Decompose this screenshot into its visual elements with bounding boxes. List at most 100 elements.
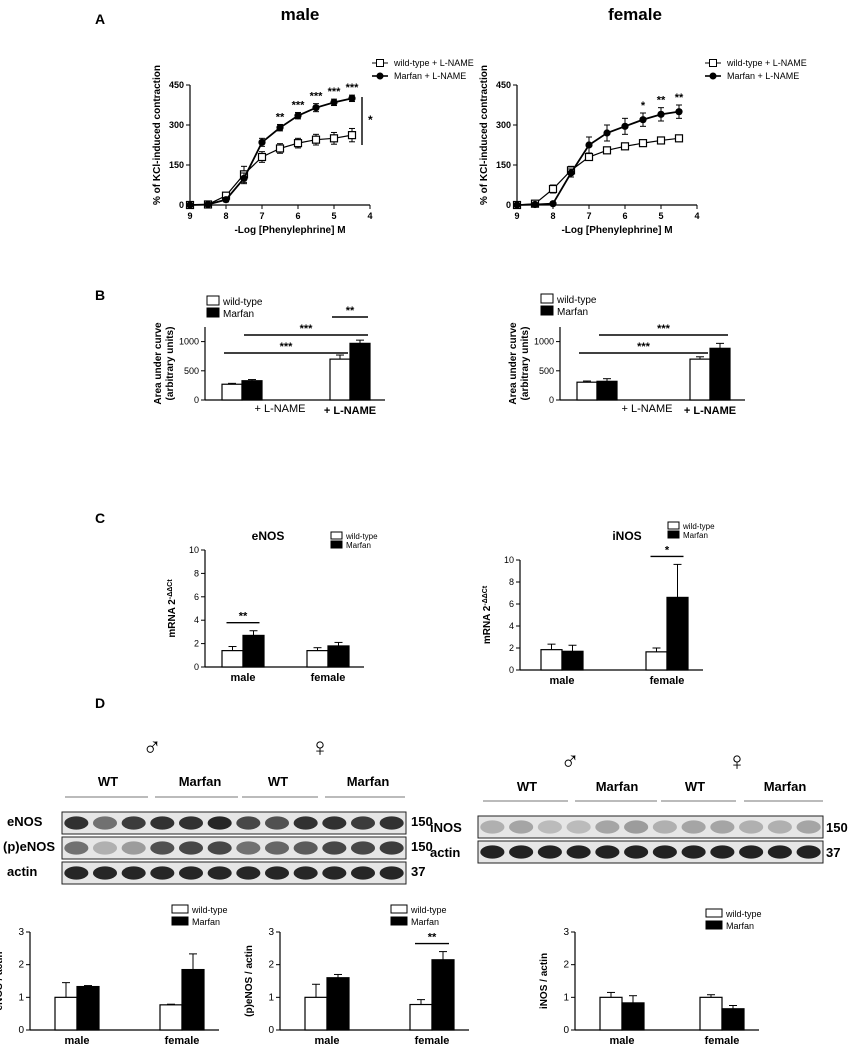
bar-wild-type: [576, 381, 598, 401]
significance-label: **: [239, 611, 248, 623]
y-tick-label: 3: [563, 927, 569, 938]
c-left-title: eNOS: [252, 529, 285, 543]
x-axis-label: -Log [Phenylephrine] M: [561, 225, 672, 236]
blot-strip: [61, 861, 407, 885]
y-tick-label: 0: [268, 1025, 274, 1036]
bar-wild-type: [304, 996, 328, 1031]
y-tick-label: 2: [194, 639, 199, 649]
y-tick-label: 0: [179, 200, 184, 210]
y-axis-label: Area under curve: [153, 322, 164, 405]
blot-band: [150, 866, 175, 880]
blot-band: [264, 816, 290, 830]
category-label: male: [230, 672, 255, 684]
y-tick-label: 0: [549, 395, 554, 405]
blot-band: [322, 841, 347, 855]
legend-marker-circle: [709, 72, 717, 80]
y-tick-label: 2: [18, 960, 24, 971]
bar-wild-type: [221, 650, 244, 668]
y-tick-label: 0: [194, 395, 199, 405]
blot-band: [293, 816, 318, 830]
x-tick-label: 4: [694, 211, 699, 221]
y-tick-label: 1000: [534, 337, 554, 347]
blot-strip: [477, 815, 824, 839]
bar-marfan: [721, 1008, 745, 1031]
series-line: [516, 110, 680, 206]
legend-swatch-marfan: [667, 530, 680, 539]
y-tick-label: 8: [509, 577, 514, 587]
y-tick-label: 10: [504, 555, 514, 565]
blot-band: [537, 820, 562, 834]
blot-band: [767, 845, 792, 859]
legend-label: Marfan: [726, 921, 754, 931]
blot-left-row-enos: eNOS: [7, 814, 43, 829]
x-tick-label: 8: [550, 211, 555, 221]
chart-b-female: 0 500 1000 + L-NAME Area under curve (arbitra…: [508, 322, 745, 417]
y-tick-label: 0: [18, 1025, 24, 1036]
legend-swatch-marfan: [171, 916, 189, 926]
significance-label: **: [428, 932, 437, 944]
blot-right-female-symbol: ♀: [727, 746, 747, 776]
legend-swatch-wild-type: [171, 904, 189, 914]
category-label: male: [609, 1035, 634, 1047]
blot-right-group-wt-female: WT: [685, 779, 705, 794]
bar-marfan: [242, 634, 265, 668]
legend-label: wild-type + L-NAME: [726, 58, 807, 68]
significance-label: **: [346, 305, 355, 317]
panel-letter-d: D: [95, 695, 105, 711]
y-tick-label: 1: [268, 992, 274, 1003]
series-line: [189, 134, 353, 206]
data-point-circle: [513, 201, 521, 209]
y-tick-label: 8: [194, 568, 199, 578]
blot-right-group-marfan-female: Marfan: [764, 779, 807, 794]
legend-swatch-wild-type: [390, 904, 408, 914]
blot-left-group-marfan-female: Marfan: [347, 774, 390, 789]
chart-c-enos: 0 2 4 6 8 10 male female mRNA 2-ΔΔCt **: [167, 545, 364, 684]
blot-band: [379, 841, 404, 855]
significance-label: **: [276, 111, 285, 123]
panel-letter-a: A: [95, 11, 105, 27]
legend-swatch-marfan: [705, 920, 723, 930]
blot-band: [64, 866, 89, 880]
category-label: male: [64, 1035, 89, 1047]
x-tick-label: 9: [514, 211, 519, 221]
y-tick-label: 6: [509, 599, 514, 609]
chart-a-female: 9 8 7 6 5 4 0 150 300 450 -Log [Phenylephrine] M % …: [479, 65, 700, 236]
blot-band: [652, 820, 677, 834]
bar-wild-type: [599, 996, 623, 1031]
category-label: + L-NAME: [324, 405, 376, 417]
x-axis-label: -Log [Phenylephrine] M: [234, 225, 345, 236]
blot-right-row-actin: actin: [430, 845, 460, 860]
chart-b-male: 0 500 1000 + L-NAME Area under curve (arbitra…: [153, 305, 385, 417]
legend-label: Marfan: [411, 917, 439, 927]
legend-label: wild-type: [410, 905, 447, 915]
blot-band: [710, 845, 735, 859]
blot-band: [509, 845, 534, 859]
y-tick-label: 0: [194, 662, 199, 672]
legend-swatch-marfan: [206, 307, 220, 318]
blot-band: [207, 866, 232, 880]
blot-left-kda-3: 37: [411, 864, 425, 879]
data-point-square: [674, 134, 684, 143]
data-point-square: [329, 134, 339, 143]
y-axis-label: (p)eNOS / actin: [244, 945, 255, 1017]
blot-band: [681, 845, 706, 859]
legend-label: Marfan: [557, 307, 588, 318]
data-point-circle: [348, 94, 356, 102]
bar-wild-type: [689, 358, 711, 401]
legend-marker-square: [376, 59, 384, 67]
y-tick-label: 0: [506, 200, 511, 210]
data-point-square: [293, 139, 303, 148]
blot-left-kda-1: 150: [411, 814, 433, 829]
y-tick-label: 4: [194, 615, 199, 625]
data-point-circle: [312, 104, 320, 112]
y-axis-label: iNOS / actin: [539, 953, 550, 1009]
legend-swatch-wild-type: [206, 295, 220, 306]
series-line: [189, 97, 353, 206]
significance-label: ***: [292, 99, 306, 111]
blot-band: [595, 845, 620, 859]
blot-band: [624, 820, 649, 834]
chart-d-enos-actin: 0 1 2 3 male female eNOS / actin: [0, 927, 219, 1047]
data-point-circle: [603, 129, 611, 137]
chart-d-penos-actin: 0 1 2 3 male female (p)eNOS / actin **: [244, 927, 469, 1047]
